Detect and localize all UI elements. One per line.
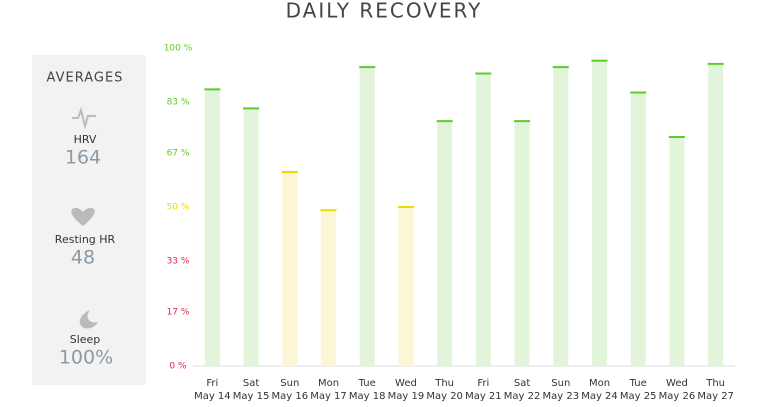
avg-value: 164 (65, 147, 101, 169)
x-tick-label: Tue (629, 378, 647, 389)
x-tick-label: May 23 (542, 391, 579, 402)
bar (204, 89, 220, 366)
bar (630, 92, 646, 367)
heart-icon (71, 208, 95, 226)
hrv-icon (72, 106, 96, 130)
avg-label: Resting HR (55, 233, 116, 246)
y-tick-label: 50 % (167, 203, 190, 213)
x-tick-label: May 22 (504, 391, 541, 402)
moon-icon (79, 310, 98, 329)
x-tick-label: Sun (551, 378, 570, 389)
y-tick-label: 100 % (164, 44, 193, 54)
y-tick-label: 0 % (169, 362, 187, 372)
bar (437, 121, 453, 366)
x-tick-label: Thu (434, 378, 454, 389)
x-tick-label: May 27 (697, 391, 734, 402)
y-tick-label: 83 % (167, 98, 190, 108)
x-tick-label: May 21 (465, 391, 502, 402)
bar (669, 137, 685, 366)
bar (321, 210, 336, 366)
x-tick-label: May 16 (271, 391, 308, 402)
x-tick-label: May 17 (310, 391, 347, 402)
x-tick-label: Mon (589, 378, 610, 389)
bar (475, 73, 491, 366)
bar (243, 108, 259, 367)
avg-label: HRV (74, 133, 97, 146)
x-tick-label: May 14 (194, 391, 231, 402)
chart-title: DAILY RECOVERY (286, 0, 483, 23)
x-tick-label: May 20 (426, 391, 463, 402)
x-tick-label: Tue (358, 378, 376, 389)
x-tick-label: May 15 (233, 391, 270, 402)
bar (708, 63, 724, 367)
x-tick-label: Sat (243, 378, 259, 389)
bar (553, 67, 569, 366)
x-tick-label: Wed (666, 378, 688, 389)
averages-title: AVERAGES (47, 71, 124, 86)
avg-label: Sleep (70, 333, 101, 346)
avg-value: 100% (59, 347, 113, 369)
x-tick-label: Sat (514, 378, 530, 389)
bar (592, 60, 607, 366)
bar (359, 67, 375, 366)
x-tick-label: Thu (705, 378, 725, 389)
x-tick-label: Fri (206, 378, 218, 389)
y-tick-label: 67 % (167, 148, 190, 158)
bar (514, 121, 530, 366)
bar (282, 172, 298, 366)
x-tick-label: Fri (477, 378, 489, 389)
x-tick-label: May 26 (659, 391, 696, 402)
y-tick-label: 33 % (167, 257, 190, 267)
y-tick-label: 17 % (167, 307, 190, 317)
x-tick-label: May 24 (581, 391, 618, 402)
x-tick-label: May 19 (388, 391, 425, 402)
x-tick-label: Mon (318, 378, 339, 389)
x-tick-label: Sun (280, 378, 299, 389)
avg-value: 48 (71, 247, 95, 269)
x-tick-label: Wed (395, 378, 417, 389)
x-tick-label: May 18 (349, 391, 386, 402)
x-tick-label: May 25 (620, 391, 657, 402)
bar (398, 207, 414, 366)
